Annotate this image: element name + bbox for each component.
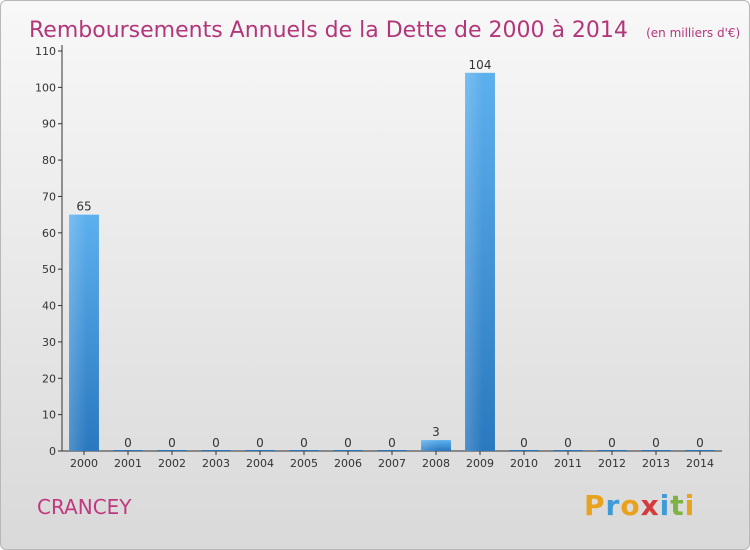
y-tick-label: 80 (42, 154, 56, 167)
y-tick-label: 30 (42, 336, 56, 349)
x-tick-label: 2006 (334, 457, 362, 470)
data-label: 0 (564, 436, 572, 450)
chart-title-text: Remboursements Annuels de la Dette de 20… (29, 18, 628, 43)
chart-subtitle: (en milliers d'€) (646, 26, 741, 40)
x-tick-label: 2009 (466, 457, 494, 470)
x-tick-label: 2011 (554, 457, 582, 470)
bar (685, 450, 715, 451)
logo-letter: P (584, 489, 606, 522)
y-tick-label: 60 (42, 227, 56, 240)
bar (113, 450, 143, 451)
logo-letter: i (684, 489, 696, 522)
y-tick-label: 100 (35, 81, 56, 94)
x-tick-label: 2005 (290, 457, 318, 470)
data-label: 0 (300, 436, 308, 450)
x-tick-label: 2014 (686, 457, 714, 470)
bar (201, 450, 231, 451)
y-tick-label: 10 (42, 409, 56, 422)
x-tick-label: 2003 (202, 457, 230, 470)
x-tick-label: 2007 (378, 457, 406, 470)
bar-highlight (465, 72, 495, 452)
x-tick-label: 2008 (422, 457, 450, 470)
chart-title: Remboursements Annuels de la Dette de 20… (29, 7, 740, 45)
bar (553, 450, 583, 451)
logo-letter: r (605, 489, 621, 522)
bar-highlight (421, 440, 451, 451)
y-tick-label: 20 (42, 372, 56, 385)
logo-letter: t (670, 489, 685, 522)
data-label: 0 (520, 436, 528, 450)
y-tick-label: 50 (42, 263, 56, 276)
x-tick-label: 2004 (246, 457, 274, 470)
data-label: 0 (168, 436, 176, 450)
y-tick-label: 90 (42, 118, 56, 131)
bar (641, 450, 671, 451)
bar (245, 450, 275, 451)
bar (157, 450, 187, 451)
y-tick-label: 40 (42, 300, 56, 313)
data-label: 0 (344, 436, 352, 450)
x-tick-label: 2001 (114, 457, 142, 470)
proxiti-logo: Proxiti (584, 489, 695, 522)
data-label: 65 (76, 200, 91, 214)
x-tick-label: 2013 (642, 457, 670, 470)
y-tick-label: 70 (42, 190, 56, 203)
data-label: 0 (608, 436, 616, 450)
data-label: 104 (469, 58, 492, 72)
x-tick-label: 2002 (158, 457, 186, 470)
x-tick-label: 2012 (598, 457, 626, 470)
y-tick-label: 110 (35, 45, 56, 58)
data-label: 0 (388, 436, 396, 450)
bar (509, 450, 539, 451)
x-tick-label: 2000 (70, 457, 98, 470)
bar (377, 450, 407, 451)
data-label: 0 (124, 436, 132, 450)
bar (597, 450, 627, 451)
data-label: 0 (256, 436, 264, 450)
x-tick-label: 2010 (510, 457, 538, 470)
logo-letter: o (620, 489, 641, 522)
bar-highlight (69, 214, 99, 451)
logo-letter: x (640, 489, 660, 522)
commune-name: CRANCEY (37, 495, 132, 519)
bar (333, 450, 363, 451)
data-label: 0 (696, 436, 704, 450)
bar (289, 450, 319, 451)
data-label: 3 (432, 425, 440, 439)
data-label: 0 (212, 436, 220, 450)
logo-letter: i (659, 489, 671, 522)
y-tick-label: 0 (49, 445, 56, 458)
data-label: 0 (652, 436, 660, 450)
